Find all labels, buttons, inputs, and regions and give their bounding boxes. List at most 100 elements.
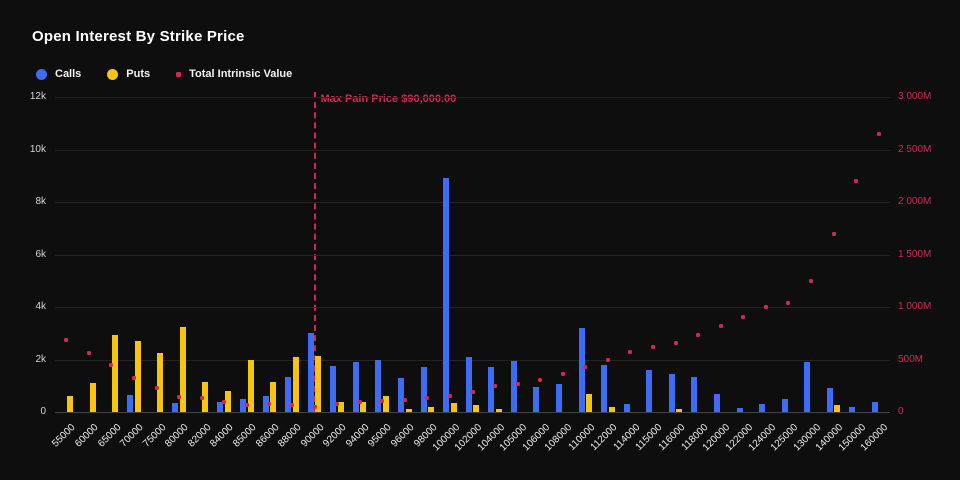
calls-bar-95000[interactable] [375, 359, 382, 412]
puts-bar-84000[interactable] [225, 391, 232, 412]
calls-bar-80000[interactable] [172, 402, 179, 412]
calls-bar-92000[interactable] [330, 366, 337, 412]
puts-bar-94000[interactable] [360, 401, 367, 412]
puts-bar-70000[interactable] [134, 341, 141, 412]
calls-bar-84000[interactable] [217, 402, 224, 412]
calls-bar-115000[interactable] [646, 370, 653, 412]
calls-bar-98000[interactable] [420, 367, 427, 412]
intrinsic-dot-108000[interactable] [560, 372, 565, 377]
intrinsic-dot-94000[interactable] [357, 400, 362, 405]
calls-bar-112000[interactable] [601, 364, 608, 412]
puts-bar-60000[interactable] [89, 383, 96, 412]
intrinsic-dot-160000[interactable] [876, 131, 881, 136]
puts-bar-65000[interactable] [112, 334, 119, 412]
calls-bar-116000[interactable] [668, 373, 675, 412]
intrinsic-dot-88000[interactable] [289, 403, 294, 408]
intrinsic-dot-116000[interactable] [673, 340, 678, 345]
puts-bar-75000[interactable] [157, 352, 164, 412]
puts-bar-85000[interactable] [247, 359, 254, 412]
calls-bar-118000[interactable] [691, 376, 698, 412]
legend-item-puts[interactable]: Puts [107, 68, 150, 80]
calls-bar-130000[interactable] [804, 362, 811, 412]
intrinsic-dot-100000[interactable] [447, 394, 452, 399]
puts-bar-88000[interactable] [292, 356, 299, 412]
puts-bar-90000[interactable] [315, 355, 322, 412]
legend-item-calls[interactable]: Calls [36, 68, 81, 80]
calls-bar-96000[interactable] [397, 377, 404, 412]
intrinsic-dot-125000[interactable] [786, 300, 791, 305]
intrinsic-dot-70000[interactable] [131, 376, 136, 381]
calls-bar-100000[interactable] [443, 178, 450, 412]
intrinsic-dot-95000[interactable] [380, 398, 385, 403]
intrinsic-dot-110000[interactable] [583, 364, 588, 369]
y-tick-label-left: 2k [35, 353, 46, 365]
puts-bar-92000[interactable] [337, 401, 344, 412]
intrinsic-dot-112000[interactable] [605, 357, 610, 362]
calls-bar-70000[interactable] [127, 394, 134, 412]
intrinsic-dot-115000[interactable] [651, 344, 656, 349]
calls-bar-122000[interactable] [736, 408, 743, 412]
puts-bar-116000[interactable] [676, 409, 683, 412]
calls-bar-125000[interactable] [781, 398, 788, 412]
calls-bar-104000[interactable] [488, 367, 495, 412]
calls-bar-90000[interactable] [307, 333, 314, 412]
intrinsic-dot-114000[interactable] [628, 350, 633, 355]
intrinsic-dot-140000[interactable] [831, 231, 836, 236]
calls-bar-108000[interactable] [555, 384, 562, 412]
intrinsic-dot-106000[interactable] [538, 377, 543, 382]
intrinsic-dot-118000[interactable] [696, 333, 701, 338]
puts-bar-140000[interactable] [834, 404, 841, 412]
intrinsic-dot-150000[interactable] [854, 179, 859, 183]
calls-bar-102000[interactable] [465, 356, 472, 412]
calls-bar-86000[interactable] [262, 396, 269, 412]
calls-bar-94000[interactable] [352, 362, 359, 412]
calls-bar-140000[interactable] [826, 388, 833, 412]
intrinsic-dot-105000[interactable] [515, 381, 520, 386]
puts-bar-100000[interactable] [450, 402, 457, 412]
puts-bar-82000[interactable] [202, 381, 209, 412]
intrinsic-dot-98000[interactable] [425, 395, 430, 400]
legend: Calls Puts Total Intrinsic Value [36, 68, 292, 80]
calls-bar-150000[interactable] [849, 406, 856, 412]
calls-bar-110000[interactable] [578, 328, 585, 412]
calls-bar-114000[interactable] [623, 404, 630, 412]
calls-bar-85000[interactable] [240, 398, 247, 412]
intrinsic-dot-124000[interactable] [763, 305, 768, 309]
intrinsic-dot-82000[interactable] [199, 396, 204, 401]
intrinsic-dot-85000[interactable] [244, 402, 249, 407]
puts-bar-102000[interactable] [473, 405, 480, 412]
intrinsic-dot-96000[interactable] [402, 397, 407, 402]
intrinsic-dot-130000[interactable] [809, 278, 813, 283]
puts-bar-55000[interactable] [67, 396, 74, 412]
intrinsic-dot-120000[interactable] [718, 323, 723, 328]
intrinsic-dot-65000[interactable] [109, 362, 114, 367]
intrinsic-dot-80000[interactable] [177, 395, 182, 400]
puts-bar-86000[interactable] [270, 381, 277, 412]
calls-bar-88000[interactable] [285, 376, 292, 412]
calls-bar-120000[interactable] [713, 393, 720, 412]
intrinsic-dot-104000[interactable] [493, 383, 498, 388]
calls-bar-124000[interactable] [759, 404, 766, 412]
puts-bar-96000[interactable] [405, 409, 412, 412]
intrinsic-dot-102000[interactable] [470, 390, 475, 395]
puts-bar-110000[interactable] [586, 393, 593, 412]
intrinsic-dot-60000[interactable] [86, 351, 91, 356]
intrinsic-dot-90000[interactable] [312, 404, 317, 409]
intrinsic-dot-92000[interactable] [335, 401, 340, 406]
puts-bar-112000[interactable] [608, 406, 615, 412]
intrinsic-dot-75000[interactable] [154, 385, 159, 390]
intrinsic-dot-86000[interactable] [267, 402, 272, 407]
y-tick-label-left: 12k [29, 91, 46, 102]
calls-bar-160000[interactable] [871, 401, 878, 412]
puts-bar-98000[interactable] [428, 406, 435, 412]
puts-bar-95000[interactable] [383, 396, 390, 412]
puts-bar-104000[interactable] [495, 409, 502, 412]
calls-bar-105000[interactable] [510, 360, 517, 412]
intrinsic-dot-84000[interactable] [222, 399, 227, 404]
intrinsic-dot-122000[interactable] [741, 314, 746, 319]
intrinsic-dot-55000[interactable] [64, 337, 69, 342]
legend-item-intrinsic[interactable]: Total Intrinsic Value [176, 68, 292, 80]
puts-bar-80000[interactable] [179, 326, 186, 412]
calls-bar-106000[interactable] [533, 387, 540, 412]
